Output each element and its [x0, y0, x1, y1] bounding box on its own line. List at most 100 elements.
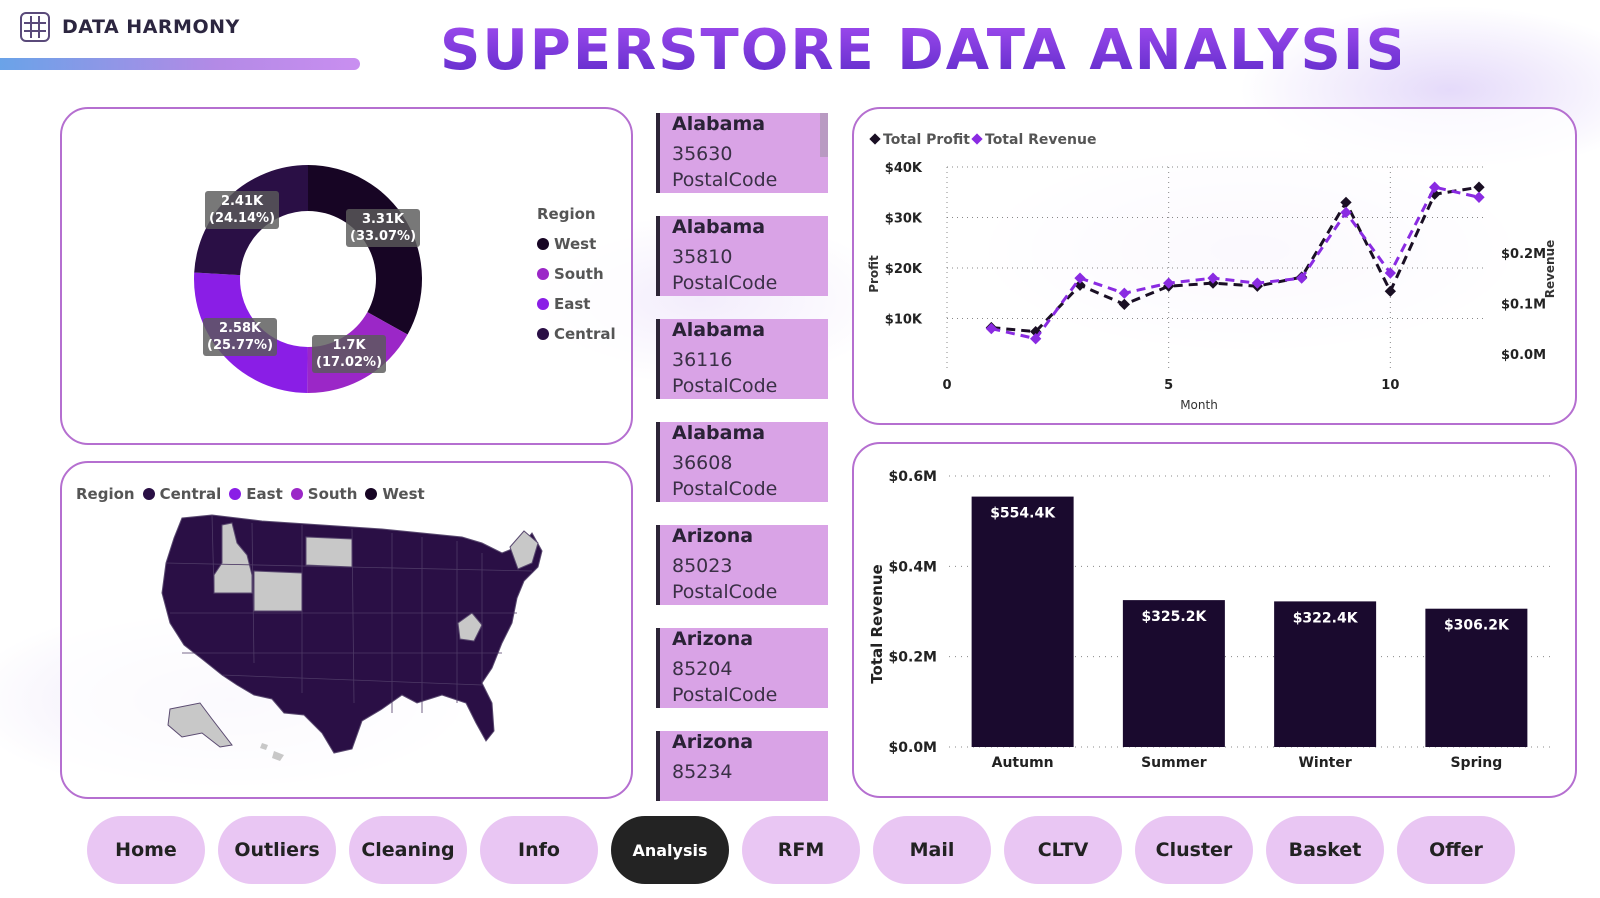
data-point[interactable]: [1340, 196, 1352, 209]
legend-label: East: [246, 485, 283, 503]
x-tick-label: 10: [1381, 378, 1399, 393]
data-point[interactable]: [1340, 206, 1352, 219]
legend-label: West: [554, 235, 597, 253]
list-item[interactable]: Arizona 85234: [656, 731, 828, 801]
legend-title: Region: [76, 485, 135, 503]
legend-dot: [229, 488, 242, 500]
bar-chart: Total Revenue $0.0M $0.2M $0.4M $0.6M $554.…: [868, 469, 1554, 771]
data-point[interactable]: [1473, 181, 1485, 193]
nav-outliers-button[interactable]: Outliers: [218, 816, 336, 884]
nav-cluster-button[interactable]: Cluster: [1135, 816, 1253, 884]
list-item-field: PostalCode: [672, 375, 778, 397]
list-item-zip: 35630: [672, 143, 733, 165]
data-point[interactable]: [1473, 191, 1485, 203]
data-point[interactable]: [1074, 279, 1086, 291]
data-point[interactable]: [1384, 267, 1396, 279]
nav-home-button[interactable]: Home: [87, 816, 205, 884]
data-point[interactable]: [1118, 287, 1130, 299]
list-item-zip: 85204: [672, 658, 733, 680]
donut-label-value: 2.58K: [218, 321, 262, 336]
legend-item-central[interactable]: Central: [142, 485, 221, 503]
legend-item-east[interactable]: East: [229, 485, 283, 503]
postal-code-list[interactable]: Alabama 35630 PostalCode Alabama 35810 P…: [656, 113, 828, 801]
map-legend: Region Central East South West: [76, 485, 425, 503]
wyoming-shape: [253, 570, 303, 612]
list-item-field: PostalCode: [672, 581, 778, 603]
legend-item-east[interactable]: East: [537, 295, 616, 313]
data-point[interactable]: [985, 322, 997, 335]
data-point[interactable]: [1207, 272, 1219, 284]
grid-logo-icon: [20, 12, 50, 42]
legend-dot: [537, 238, 549, 250]
y-tick-label: $40K: [885, 161, 923, 176]
legend-title: Region: [537, 205, 596, 223]
line-chart: Total Profit Total Revenue Month Profit …: [867, 132, 1557, 412]
y-axis-label: Profit: [867, 255, 881, 293]
list-item[interactable]: Alabama 36608 PostalCode: [656, 422, 828, 502]
list-item[interactable]: Alabama 35810 PostalCode: [656, 216, 828, 296]
legend-label-revenue: Total Revenue: [985, 132, 1096, 148]
x-tick-label: 5: [1164, 378, 1173, 393]
new-england-shape: [509, 530, 539, 570]
list-item-state: Arizona: [672, 525, 754, 547]
legend-label: Central: [554, 325, 616, 343]
nav-analysis-button[interactable]: Analysis: [611, 816, 729, 884]
list-item[interactable]: Alabama 36116 PostalCode: [656, 319, 828, 399]
nav-info-button[interactable]: Info: [480, 816, 598, 884]
idaho-shape: [213, 522, 253, 594]
legend-dot: [537, 328, 549, 340]
list-item-state: Arizona: [672, 731, 754, 753]
brand-name: DATA HARMONY: [62, 16, 240, 38]
donut-chart-panel: 2.41K (24.14%) 3.31K (33.07%) 2.58K (25.…: [60, 107, 633, 445]
nav-rfm-button[interactable]: RFM: [742, 816, 860, 884]
legend-dot: [290, 488, 303, 500]
list-item-state: Arizona: [672, 628, 754, 650]
legend-marker-profit: [869, 133, 881, 145]
west-virginia-shape: [457, 612, 483, 642]
donut-legend: Region West South East Central: [537, 205, 616, 343]
data-point[interactable]: [1384, 285, 1396, 297]
legend-item-west[interactable]: West: [365, 485, 425, 503]
data-point[interactable]: [1074, 272, 1086, 284]
x-tick-label: Summer: [1141, 755, 1207, 771]
x-tick-label: Winter: [1298, 755, 1351, 771]
y-axis-label: Total Revenue: [868, 564, 886, 683]
map-panel: Region Central East South West: [60, 461, 633, 799]
nav-mail-button[interactable]: Mail: [873, 816, 991, 884]
donut-label-value: 3.31K: [361, 212, 405, 227]
list-item[interactable]: Arizona 85204 PostalCode: [656, 628, 828, 708]
y-tick-label: $0.4M: [889, 559, 937, 575]
legend-item-west[interactable]: West: [537, 235, 616, 253]
state-borders: [165, 514, 533, 713]
bar-spring[interactable]: [1425, 608, 1528, 747]
legend-label: East: [554, 295, 591, 313]
donut-label-central: 2.41K (24.14%): [205, 191, 280, 229]
data-point[interactable]: [1118, 298, 1130, 311]
line-chart-panel: Total Profit Total Revenue Month Profit …: [852, 107, 1577, 425]
bar-winter[interactable]: [1274, 601, 1377, 747]
nav-cltv-button[interactable]: CLTV: [1004, 816, 1122, 884]
legend-item-south[interactable]: South: [537, 265, 616, 283]
bar-summer[interactable]: [1122, 600, 1225, 747]
data-point[interactable]: [1030, 333, 1042, 345]
list-item[interactable]: Arizona 85023 PostalCode: [656, 525, 828, 605]
list-item[interactable]: Alabama 35630 PostalCode: [656, 113, 828, 193]
series-line-total-profit: [991, 185, 1480, 334]
legend-label: South: [554, 265, 604, 283]
x-axis-label: Month: [1180, 398, 1218, 412]
bar-autumn[interactable]: [971, 496, 1074, 747]
legend-dot: [537, 268, 549, 280]
nav-basket-button[interactable]: Basket: [1266, 816, 1384, 884]
legend-item-central[interactable]: Central: [537, 325, 616, 343]
data-point[interactable]: [1429, 181, 1441, 193]
list-item-zip: 36116: [672, 349, 733, 371]
scrollbar-thumb[interactable]: [820, 113, 828, 157]
list-item-zip: 36608: [672, 452, 733, 474]
donut-slice-west[interactable]: [308, 165, 422, 335]
nav-offer-button[interactable]: Offer: [1397, 816, 1515, 884]
legend-label: West: [382, 485, 425, 503]
us-map[interactable]: [62, 463, 635, 801]
legend-item-south[interactable]: South: [290, 485, 357, 503]
list-item-zip: 85234: [672, 761, 733, 783]
nav-cleaning-button[interactable]: Cleaning: [349, 816, 467, 884]
